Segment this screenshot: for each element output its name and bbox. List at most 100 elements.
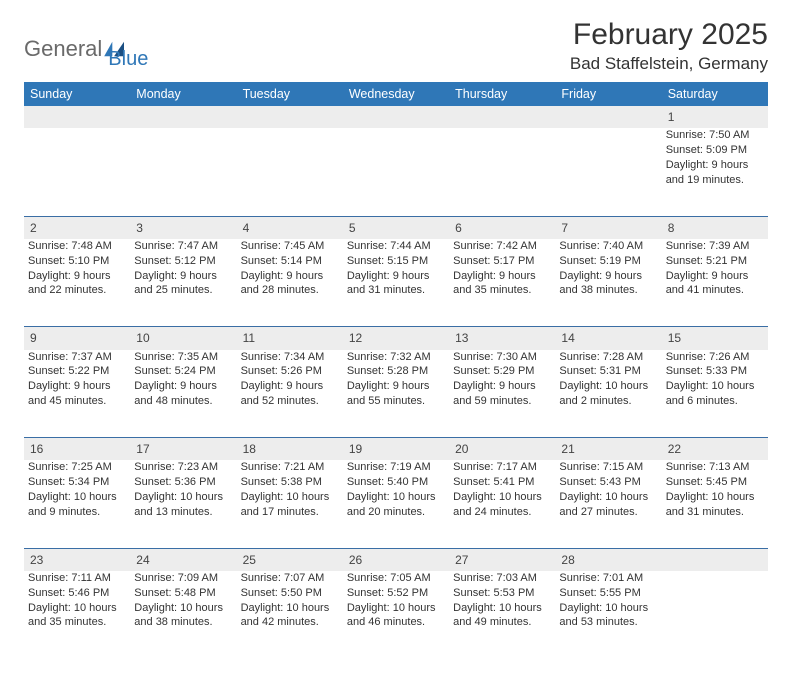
day-cell-line: Daylight: 9 hours xyxy=(559,269,657,284)
day-number: 1 xyxy=(662,106,768,128)
day-cell: Sunrise: 7:37 AMSunset: 5:22 PMDaylight:… xyxy=(24,350,130,438)
day-cell: Sunrise: 7:25 AMSunset: 5:34 PMDaylight:… xyxy=(24,460,130,548)
day-cell-line: and 38 minutes. xyxy=(559,283,657,298)
day-number: 28 xyxy=(555,548,661,571)
location-text: Bad Staffelstein, Germany xyxy=(570,54,768,74)
day-cell-line: Sunrise: 7:28 AM xyxy=(559,350,657,365)
day-cell-line: Daylight: 10 hours xyxy=(666,490,764,505)
day-number: 9 xyxy=(24,327,130,350)
day-cell-line: Sunset: 5:52 PM xyxy=(347,586,445,601)
day-cell-line: and 41 minutes. xyxy=(666,283,764,298)
day-cell-line: Daylight: 9 hours xyxy=(347,379,445,394)
daynum-row: 9101112131415 xyxy=(24,327,768,350)
day-header: Sunday xyxy=(24,82,130,106)
day-cell-line: Sunset: 5:14 PM xyxy=(241,254,339,269)
day-cell-line: Sunset: 5:26 PM xyxy=(241,364,339,379)
day-number: 26 xyxy=(343,548,449,571)
day-cell xyxy=(449,128,555,216)
day-header: Wednesday xyxy=(343,82,449,106)
day-cell: Sunrise: 7:09 AMSunset: 5:48 PMDaylight:… xyxy=(130,571,236,659)
day-cell-line: Daylight: 9 hours xyxy=(453,379,551,394)
day-cell-line: Daylight: 10 hours xyxy=(453,601,551,616)
day-cell: Sunrise: 7:23 AMSunset: 5:36 PMDaylight:… xyxy=(130,460,236,548)
day-cell-line: and 20 minutes. xyxy=(347,505,445,520)
day-cell-line: and 24 minutes. xyxy=(453,505,551,520)
day-cell-line: Sunrise: 7:35 AM xyxy=(134,350,232,365)
day-cell-line: and 31 minutes. xyxy=(666,505,764,520)
day-cell-line: and 22 minutes. xyxy=(28,283,126,298)
day-cell-line: and 53 minutes. xyxy=(559,615,657,630)
day-cell: Sunrise: 7:05 AMSunset: 5:52 PMDaylight:… xyxy=(343,571,449,659)
day-cell-line: Sunset: 5:55 PM xyxy=(559,586,657,601)
day-cell-line: Sunrise: 7:01 AM xyxy=(559,571,657,586)
daynum-row: 232425262728 xyxy=(24,548,768,571)
day-cell-line: and 27 minutes. xyxy=(559,505,657,520)
day-cell-line: Sunrise: 7:23 AM xyxy=(134,460,232,475)
day-header: Thursday xyxy=(449,82,555,106)
day-cell-line: and 35 minutes. xyxy=(453,283,551,298)
day-cell: Sunrise: 7:01 AMSunset: 5:55 PMDaylight:… xyxy=(555,571,661,659)
day-number: 2 xyxy=(24,216,130,239)
day-cell-line: Sunset: 5:40 PM xyxy=(347,475,445,490)
day-cell: Sunrise: 7:19 AMSunset: 5:40 PMDaylight:… xyxy=(343,460,449,548)
day-cell-line: Sunset: 5:28 PM xyxy=(347,364,445,379)
day-number: 21 xyxy=(555,438,661,461)
day-cell-line: Daylight: 10 hours xyxy=(666,379,764,394)
day-cell xyxy=(24,128,130,216)
day-cell-line: Daylight: 9 hours xyxy=(134,379,232,394)
day-number xyxy=(24,106,130,128)
day-number: 24 xyxy=(130,548,236,571)
day-header: Friday xyxy=(555,82,661,106)
day-number: 16 xyxy=(24,438,130,461)
day-cell-line: Daylight: 10 hours xyxy=(559,601,657,616)
day-cell-line: and 38 minutes. xyxy=(134,615,232,630)
day-cell-line: Sunrise: 7:19 AM xyxy=(347,460,445,475)
day-cell-line: Sunset: 5:38 PM xyxy=(241,475,339,490)
day-cell-line: Daylight: 10 hours xyxy=(28,490,126,505)
day-cell-line: Daylight: 9 hours xyxy=(241,269,339,284)
week-row: Sunrise: 7:50 AMSunset: 5:09 PMDaylight:… xyxy=(24,128,768,216)
day-cell-line: Sunrise: 7:03 AM xyxy=(453,571,551,586)
daynum-row: 1 xyxy=(24,106,768,128)
day-cell: Sunrise: 7:45 AMSunset: 5:14 PMDaylight:… xyxy=(237,239,343,327)
day-cell-line: Daylight: 10 hours xyxy=(241,490,339,505)
day-cell: Sunrise: 7:50 AMSunset: 5:09 PMDaylight:… xyxy=(662,128,768,216)
day-cell-line: Sunrise: 7:15 AM xyxy=(559,460,657,475)
brand-text-1: General xyxy=(24,36,102,62)
day-cell-line: Daylight: 10 hours xyxy=(134,601,232,616)
day-cell-line: Sunrise: 7:25 AM xyxy=(28,460,126,475)
day-cell-line: Sunrise: 7:42 AM xyxy=(453,239,551,254)
day-cell-line: Sunset: 5:34 PM xyxy=(28,475,126,490)
day-cell-line: Sunrise: 7:39 AM xyxy=(666,239,764,254)
title-block: February 2025 Bad Staffelstein, Germany xyxy=(570,18,768,74)
day-cell-line: Sunrise: 7:32 AM xyxy=(347,350,445,365)
day-cell-line: Sunset: 5:36 PM xyxy=(134,475,232,490)
day-cell-line: and 49 minutes. xyxy=(453,615,551,630)
day-cell: Sunrise: 7:48 AMSunset: 5:10 PMDaylight:… xyxy=(24,239,130,327)
day-cell-line: and 28 minutes. xyxy=(241,283,339,298)
day-cell-line: and 55 minutes. xyxy=(347,394,445,409)
day-cell-line: Daylight: 9 hours xyxy=(666,158,764,173)
day-cell-line: and 31 minutes. xyxy=(347,283,445,298)
day-cell-line: Sunset: 5:21 PM xyxy=(666,254,764,269)
day-cell-line: Sunset: 5:24 PM xyxy=(134,364,232,379)
day-cell: Sunrise: 7:07 AMSunset: 5:50 PMDaylight:… xyxy=(237,571,343,659)
day-number: 25 xyxy=(237,548,343,571)
day-cell-line: and 52 minutes. xyxy=(241,394,339,409)
day-cell-line: Sunrise: 7:30 AM xyxy=(453,350,551,365)
day-cell-line: Daylight: 10 hours xyxy=(28,601,126,616)
day-number: 14 xyxy=(555,327,661,350)
day-cell-line: Daylight: 9 hours xyxy=(28,269,126,284)
calendar-page: General Blue February 2025 Bad Staffelst… xyxy=(0,0,792,677)
day-number xyxy=(662,548,768,571)
calendar-table: Sunday Monday Tuesday Wednesday Thursday… xyxy=(24,82,768,659)
day-cell-line: Sunset: 5:45 PM xyxy=(666,475,764,490)
day-cell-line: Sunset: 5:50 PM xyxy=(241,586,339,601)
day-cell-line: Daylight: 10 hours xyxy=(559,490,657,505)
day-cell-line: Sunrise: 7:21 AM xyxy=(241,460,339,475)
day-number: 8 xyxy=(662,216,768,239)
brand-text-2: Blue xyxy=(108,48,148,71)
daynum-row: 16171819202122 xyxy=(24,438,768,461)
day-number: 17 xyxy=(130,438,236,461)
day-cell: Sunrise: 7:17 AMSunset: 5:41 PMDaylight:… xyxy=(449,460,555,548)
